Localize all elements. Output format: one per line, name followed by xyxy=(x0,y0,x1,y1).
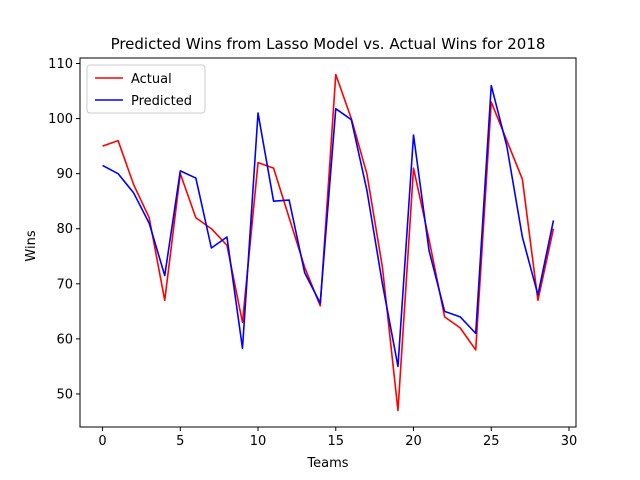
x-tick-label: 20 xyxy=(405,434,422,449)
axes-frame xyxy=(79,57,577,428)
y-tick-label: 50 xyxy=(56,387,73,402)
x-tick-label: 5 xyxy=(176,434,184,449)
legend: Actual Predicted xyxy=(86,64,206,114)
y-tick-label: 80 xyxy=(56,222,73,237)
x-tick-label: 30 xyxy=(561,434,578,449)
plot-area xyxy=(102,73,555,412)
y-axis-label: Wins xyxy=(24,230,39,261)
y-tick-label: 110 xyxy=(48,57,73,72)
chart-title: Predicted Wins from Lasso Model vs. Actu… xyxy=(111,35,546,53)
series-line-predicted xyxy=(102,84,555,368)
x-tick-label: 15 xyxy=(328,434,345,449)
x-tick-label: 0 xyxy=(98,434,106,449)
series-line-actual xyxy=(102,73,555,412)
y-tick-label: 60 xyxy=(56,332,73,347)
y-tick-label: 70 xyxy=(56,277,73,292)
axes: 0 5 10 15 20 25 30 50 60 70 80 90 100 110 xyxy=(48,57,577,449)
y-tick-label: 90 xyxy=(56,167,73,182)
x-axis-label: Teams xyxy=(306,456,348,471)
legend-label-actual: Actual xyxy=(131,72,172,87)
legend-label-predicted: Predicted xyxy=(131,94,192,109)
x-tick-label: 10 xyxy=(250,434,267,449)
y-tick-label: 100 xyxy=(48,112,73,127)
x-tick-label: 25 xyxy=(483,434,500,449)
legend-box xyxy=(86,64,206,114)
